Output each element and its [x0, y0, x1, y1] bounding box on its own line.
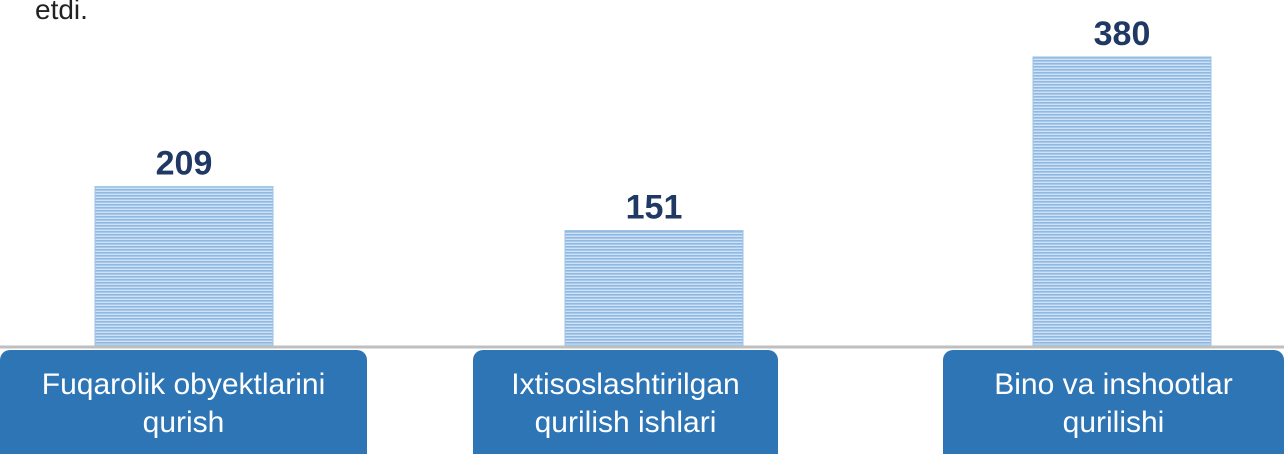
- category-label: Bino va inshootlar qurilishi: [943, 350, 1284, 454]
- value-label: 380: [1094, 15, 1151, 53]
- bar: [564, 230, 744, 346]
- caption: etdi.: [35, 0, 88, 25]
- value-label: 209: [156, 145, 213, 183]
- bar: [1032, 56, 1212, 346]
- value-label: 151: [626, 189, 683, 227]
- category-label: Fuqarolik obyektlarini qurish: [0, 350, 367, 454]
- category-label: Ixtisoslashtirilgan qurilish ishlari: [473, 350, 778, 454]
- bar: [94, 186, 274, 346]
